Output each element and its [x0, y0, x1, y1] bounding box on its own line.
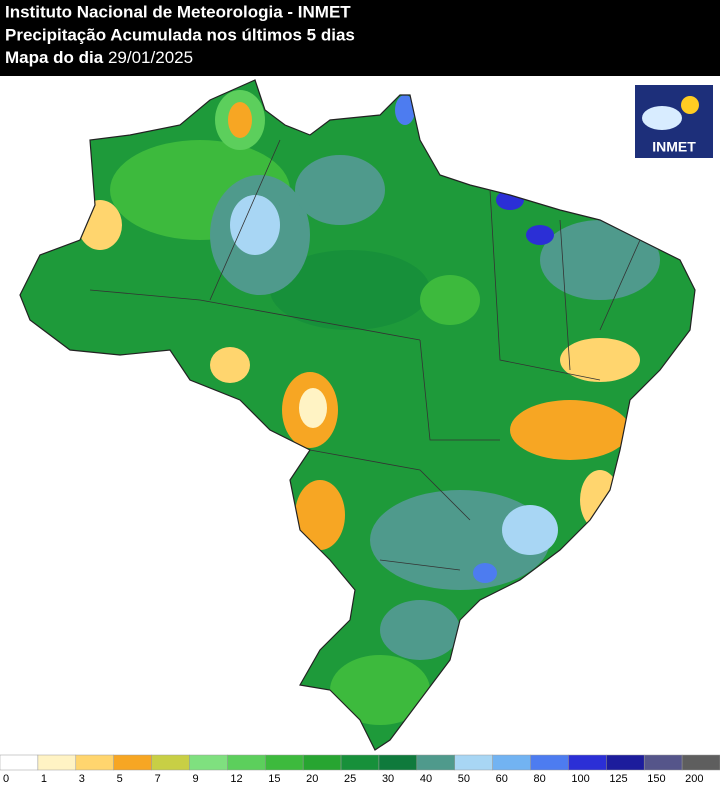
legend-tick-label: 3 [79, 773, 85, 785]
legend-swatch [302, 754, 342, 771]
legend-swatch [37, 754, 77, 771]
legend-swatch [378, 754, 418, 771]
legend: 0 1 3 5 7 9 12 15 20 25 30 40 50 60 80 100 125 150 200 [0, 754, 720, 785]
area [370, 490, 550, 590]
legend-tick-label: 1 [41, 773, 47, 785]
legend-swatch [606, 754, 645, 771]
legend-tick-label: 0 [3, 773, 9, 785]
area [526, 225, 554, 245]
area [473, 563, 497, 583]
area [210, 347, 250, 383]
header-title: Instituto Nacional de Meteorologia - INM… [5, 2, 351, 21]
area [560, 338, 640, 382]
area [330, 655, 430, 725]
legend-tick-label: 5 [117, 773, 123, 785]
legend-swatch [113, 754, 152, 771]
precip-map [20, 80, 695, 750]
legend-tick-label: 25 [344, 773, 356, 785]
legend-swatch [189, 754, 228, 771]
legend-swatch [340, 754, 380, 771]
legend-tick-label: 9 [192, 773, 198, 785]
area [78, 200, 122, 250]
area [295, 155, 385, 225]
area [580, 470, 620, 530]
legend-swatch [151, 754, 190, 771]
legend-swatch [454, 754, 493, 771]
legend-tick-label: 7 [155, 773, 161, 785]
legend-swatch [227, 754, 266, 771]
area [270, 250, 430, 330]
legend-tick-label: 40 [420, 773, 432, 785]
legend-swatch [0, 754, 39, 771]
legend-swatch [568, 754, 607, 771]
legend-swatch [681, 754, 720, 771]
legend-tick-label: 60 [496, 773, 508, 785]
legend-swatch [265, 754, 304, 771]
legend-tick-label: 15 [268, 773, 280, 785]
state-borders [89, 139, 641, 571]
area [502, 505, 558, 555]
logo-sun [681, 96, 699, 114]
area [420, 275, 480, 325]
header-band [0, 0, 720, 76]
legend-tick-label: 30 [382, 773, 394, 785]
legend-swatch [75, 754, 114, 771]
legend-tick-label: 20 [306, 773, 318, 785]
legend-swatch [416, 754, 455, 771]
area [395, 95, 415, 125]
area [380, 600, 460, 660]
legend-tick-label: 200 [685, 773, 703, 785]
area [299, 388, 327, 428]
logo-cloud [642, 106, 682, 130]
legend-tick-label: 100 [571, 773, 589, 785]
legend-tick-label: 150 [647, 773, 665, 785]
area [295, 480, 345, 550]
area [228, 102, 252, 138]
date-value: 29/01/2025 [108, 48, 193, 67]
header-date-line: Mapa do dia 29/01/2025 [5, 48, 193, 67]
legend-tick-label: 80 [534, 773, 546, 785]
header-subtitle: Precipitação Acumulada nos últimos 5 dia… [5, 25, 355, 44]
area [230, 195, 280, 255]
date-label: Mapa do dia [5, 48, 104, 67]
legend-tick-label: 125 [609, 773, 627, 785]
legend-swatch [530, 754, 569, 771]
legend-swatch [492, 754, 531, 771]
legend-tick-label: 50 [458, 773, 470, 785]
legend-swatch [643, 754, 683, 771]
logo-text: INMET [652, 139, 696, 155]
area [510, 400, 630, 460]
legend-tick-label: 12 [230, 773, 242, 785]
area [540, 220, 660, 300]
